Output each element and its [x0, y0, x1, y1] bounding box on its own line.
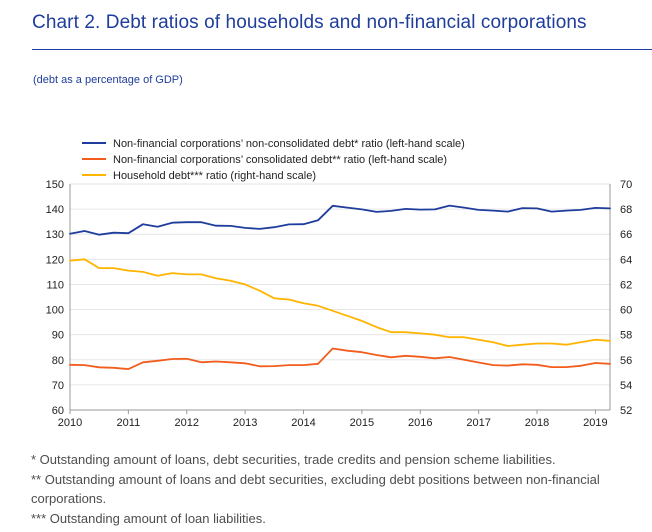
right-tick-label-68: 68 — [620, 204, 632, 216]
legend-label-1: Non-financial corporations’ non-consolid… — [113, 138, 465, 150]
left-tick-label-60: 60 — [52, 405, 64, 417]
legend-label-2: Non-financial corporations’ consolidated… — [113, 154, 447, 166]
grid-lines — [70, 183, 610, 386]
x-tick-label-2016: 2016 — [408, 417, 432, 429]
right-tick-label-54: 54 — [620, 380, 632, 392]
left-tick-label-100: 100 — [46, 305, 64, 317]
left-tick-label-90: 90 — [52, 330, 64, 342]
left-tick-label-150: 150 — [46, 179, 64, 191]
chart-subtitle: (debt as a percentage of GDP) — [33, 74, 183, 86]
x-tick-label-2017: 2017 — [466, 417, 490, 429]
note-2: ** Outstanding amount of loans and debt … — [31, 471, 600, 507]
x-tick-label-2011: 2011 — [117, 417, 141, 429]
note-3: *** Outstanding amount of loan liabiliti… — [31, 510, 266, 526]
left-axis-ticks: 60 70 80 90 100 110 120 130 140 150 — [46, 179, 64, 417]
right-axis-ticks: 52 54 56 58 60 62 64 66 68 70 — [620, 179, 632, 417]
x-tick-label-2010: 2010 — [58, 417, 82, 429]
debt-ratio-chart: 60 70 80 90 100 110 120 130 140 150 52 54 56 58 60 62 6… — [46, 138, 633, 429]
x-axis-ticks: 2010 2011 2012 2013 2014 2015 2016 2017 2018 2019 — [58, 410, 608, 429]
x-tick-label-2019: 2019 — [583, 417, 607, 429]
left-tick-label-140: 140 — [46, 204, 64, 216]
left-tick-label-120: 120 — [46, 254, 64, 266]
right-tick-label-60: 60 — [620, 305, 632, 317]
x-tick-label-2014: 2014 — [291, 417, 315, 429]
chart-notes: * Outstanding amount of loans, debt secu… — [31, 450, 631, 528]
right-tick-label-66: 66 — [620, 229, 632, 241]
right-tick-label-62: 62 — [620, 279, 632, 291]
right-tick-label-64: 64 — [620, 254, 632, 266]
series-line-3 — [69, 258, 611, 347]
legend-label-3: Household debt*** ratio (right-hand scal… — [113, 170, 316, 182]
series-lines — [69, 204, 611, 371]
x-tick-label-2018: 2018 — [525, 417, 549, 429]
right-tick-label-58: 58 — [620, 330, 632, 342]
left-tick-label-130: 130 — [46, 229, 64, 241]
page-title: Chart 2. Debt ratios of households and n… — [32, 12, 587, 33]
title-divider — [32, 49, 652, 50]
left-tick-label-110: 110 — [46, 279, 64, 291]
right-tick-label-56: 56 — [620, 355, 632, 367]
left-tick-label-80: 80 — [52, 355, 64, 367]
x-tick-label-2015: 2015 — [350, 417, 374, 429]
x-tick-label-2013: 2013 — [233, 417, 257, 429]
x-tick-label-2012: 2012 — [175, 417, 199, 429]
axes — [69, 184, 611, 411]
right-tick-label-52: 52 — [620, 405, 632, 417]
left-tick-label-70: 70 — [52, 380, 64, 392]
legend: Non-financial corporations’ non-consolid… — [82, 138, 465, 182]
series-line-1 — [69, 204, 611, 236]
note-1: * Outstanding amount of loans, debt secu… — [31, 452, 556, 467]
right-tick-label-70: 70 — [620, 179, 632, 191]
series-line-2 — [69, 347, 611, 371]
